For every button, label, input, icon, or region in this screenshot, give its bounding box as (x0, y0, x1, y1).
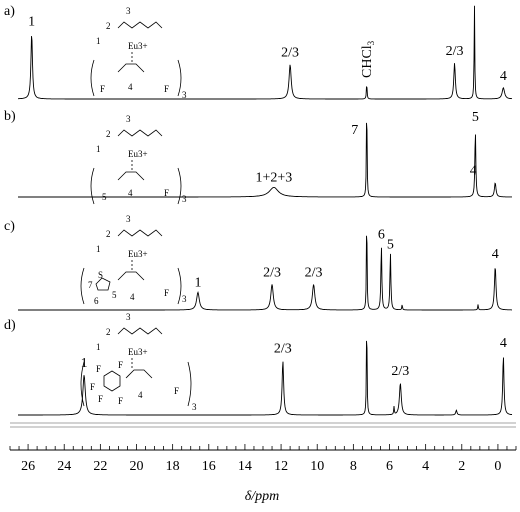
spectrum-line (18, 122, 512, 198)
structure-label: Eu3+ (128, 149, 148, 159)
structure-label: F (90, 382, 95, 392)
x-tick-label: 14 (238, 459, 252, 474)
peak-label: 2/3 (263, 265, 281, 280)
structure-label: 1 (96, 36, 101, 46)
peak-label: 1 (81, 356, 88, 371)
x-axis: 26 24 22 20 18 16 14 12 10 8 6 4 2 0δ/ppm (9, 422, 517, 504)
spectrum-line (18, 5, 513, 100)
x-tick-label: 8 (350, 459, 357, 474)
structure-label: 6 (94, 296, 99, 306)
x-tick-label: 6 (386, 459, 393, 474)
structure-label: 3 (192, 402, 197, 412)
structure-a: 2 3 1 Eu3+ 4 F F 3 (90, 6, 187, 100)
x-tick-label: 16 (202, 459, 216, 474)
peak-label: 1+2+3 (255, 170, 292, 185)
structure-label: 3 (126, 114, 131, 124)
structure-label: 7 (88, 280, 93, 290)
x-tick-label: 22 (93, 459, 107, 474)
structure-label: Eu3+ (128, 249, 148, 259)
spectrum-line (18, 235, 512, 311)
structure-label: 3 (126, 6, 131, 16)
x-tick-label: 12 (274, 459, 288, 474)
panel-label: b) (4, 109, 16, 124)
peak-label: 2/3 (305, 265, 323, 280)
structure-label: Eu3+ (128, 41, 148, 51)
structure-label: 4 (128, 82, 133, 92)
structure-label: 2 (106, 229, 111, 239)
structure-label: 4 (138, 390, 143, 400)
structure-label: Eu3+ (128, 347, 148, 357)
structure-label: S (98, 270, 103, 280)
structure-label: F (118, 360, 123, 370)
peak-label: 4 (492, 247, 499, 262)
peak-label: 1 (194, 275, 201, 290)
x-tick-label: 26 (21, 459, 35, 474)
structure-label: F (96, 364, 101, 374)
structure-label: 1 (96, 342, 101, 352)
peak-label: 4 (470, 164, 477, 179)
x-tick-label: 18 (166, 459, 180, 474)
structure-label: 3 (182, 90, 187, 100)
panel-label: d) (4, 318, 16, 333)
spectra-layer (18, 5, 513, 416)
structure-label: 4 (130, 292, 135, 302)
structure-label: 3 (126, 312, 131, 322)
structure-b: 2 3 1 Eu3+ 4 5 F 3 (90, 114, 187, 205)
structure-c: 2 3 1 Eu3+ 4 S 7 6 5 F 3 (80, 214, 187, 306)
x-axis-title: δ/ppm (245, 489, 280, 504)
structure-label: F (118, 396, 123, 406)
structure-label: 5 (102, 192, 107, 202)
peak-label: 2/3 (446, 44, 464, 59)
x-tick-label: 0 (494, 459, 501, 474)
structure-label: 1 (96, 144, 101, 154)
peak-label: 5 (387, 237, 394, 252)
peak-label: 2/3 (281, 46, 299, 61)
structure-label: 3 (182, 294, 187, 304)
structure-label: F (164, 84, 169, 94)
peak-label: 7 (351, 123, 358, 138)
peak-label: 1 (28, 14, 35, 29)
solvent-annotation: CHCl3 (360, 40, 376, 78)
peak-label: 6 (378, 227, 385, 242)
structure-label: F (164, 188, 169, 198)
x-tick-label: 20 (130, 459, 144, 474)
peak-label: 5 (472, 110, 479, 125)
structure-label: 1 (96, 244, 101, 254)
x-tick-label: 4 (422, 459, 429, 474)
peak-label: 2/3 (391, 364, 409, 379)
structure-label: 4 (128, 188, 133, 198)
peak-label: 4 (500, 336, 507, 351)
structure-label: F (98, 394, 103, 404)
structure-label: 2 (106, 129, 111, 139)
panel-label: c) (4, 219, 15, 234)
structure-label: F (174, 386, 179, 396)
spectrum-line (18, 340, 513, 416)
structure-label: F (100, 84, 105, 94)
peak-label: 2/3 (274, 342, 292, 357)
structure-label: 3 (126, 214, 131, 224)
structure-d: 2 3 1 Eu3+ 4 F F F F F F 3 (80, 312, 197, 412)
x-tick-label: 10 (310, 459, 324, 474)
structure-label: 2 (106, 21, 111, 31)
peak-label: 4 (500, 69, 507, 84)
structure-label: 2 (106, 327, 111, 337)
panel-label: a) (4, 4, 15, 19)
structure-label: 5 (112, 290, 117, 300)
structure-label: 3 (182, 194, 187, 204)
structure-label: F (164, 288, 169, 298)
x-tick-label: 2 (458, 459, 465, 474)
x-tick-label: 24 (57, 459, 71, 474)
